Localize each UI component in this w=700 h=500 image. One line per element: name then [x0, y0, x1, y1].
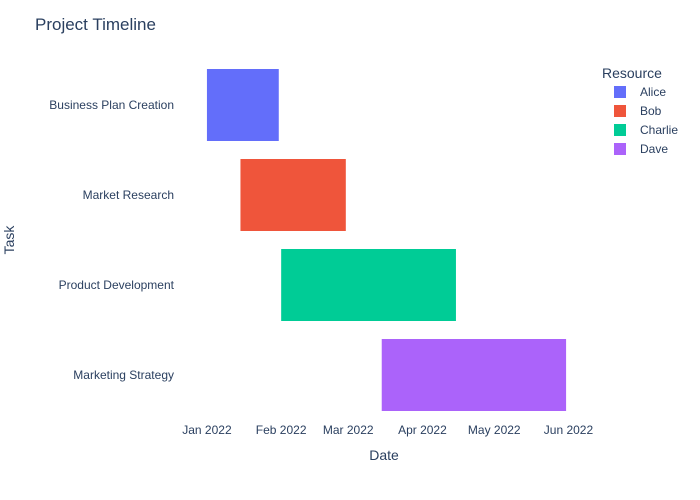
legend-entries: Alice Bob Charlie Dave — [614, 85, 678, 156]
x-tick-labels: Jan 2022 Feb 2022 Mar 2022 Apr 2022 May 2022… — [182, 423, 593, 437]
x-tick-label: Jan 2022 — [182, 423, 232, 437]
task-bars — [206, 69, 567, 411]
legend-label: Bob — [640, 104, 662, 118]
y-axis-title: Task — [1, 225, 17, 255]
y-tick-label: Marketing Strategy — [73, 368, 174, 382]
legend-item[interactable]: Alice — [614, 85, 666, 99]
x-tick-label: May 2022 — [468, 423, 521, 437]
y-tick-labels: Business Plan Creation Market Research Pro… — [49, 98, 174, 382]
legend: Resource Alice Bob Charlie Dave — [602, 65, 678, 156]
legend-item[interactable]: Bob — [614, 104, 662, 118]
legend-swatch — [614, 143, 626, 155]
legend-label: Charlie — [640, 123, 678, 137]
legend-item[interactable]: Dave — [614, 142, 668, 156]
task-bar — [281, 249, 456, 321]
x-tick-label: Jun 2022 — [544, 423, 594, 437]
legend-swatch — [614, 124, 626, 136]
task-bar — [240, 159, 346, 231]
y-tick-label: Market Research — [83, 188, 174, 202]
y-tick-label: Business Plan Creation — [49, 98, 174, 112]
x-tick-label: Feb 2022 — [256, 423, 307, 437]
legend-label: Dave — [640, 142, 668, 156]
chart-title: Project Timeline — [35, 15, 156, 34]
x-tick-label: Mar 2022 — [323, 423, 374, 437]
y-tick-label: Product Development — [59, 278, 175, 292]
legend-swatch — [614, 105, 626, 117]
task-bar — [206, 69, 279, 141]
task-bar — [381, 339, 567, 411]
x-tick-label: Apr 2022 — [398, 423, 447, 437]
legend-item[interactable]: Charlie — [614, 123, 678, 137]
x-axis-title: Date — [369, 447, 399, 463]
legend-swatch — [614, 86, 626, 98]
legend-title: Resource — [602, 65, 662, 81]
legend-label: Alice — [640, 85, 666, 99]
